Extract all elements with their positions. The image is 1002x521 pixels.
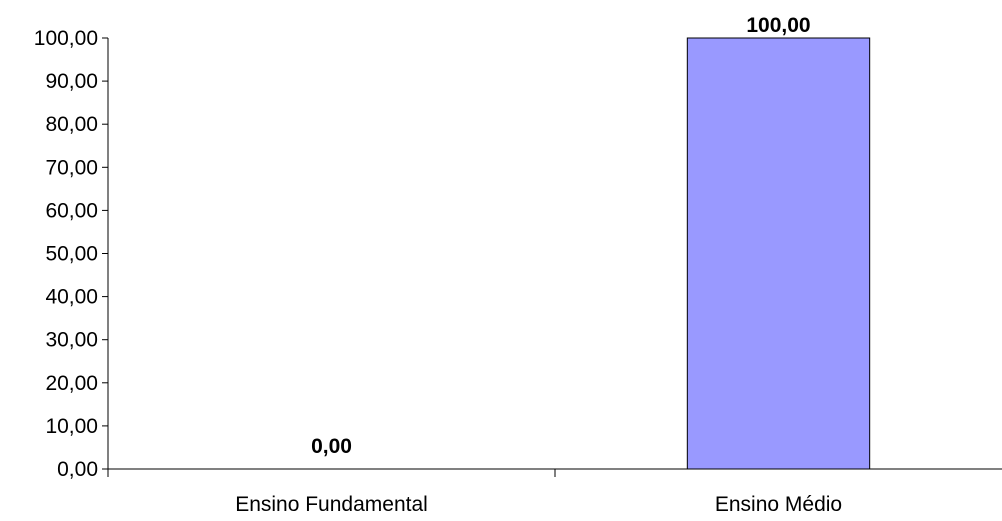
y-tick-label: 10,00 [45,415,98,438]
y-tick-label: 100,00 [34,27,98,50]
y-tick-label: 70,00 [45,156,98,179]
category-label: Ensino Médio [715,493,842,516]
y-tick-label: 0,00 [57,458,98,481]
category-label: Ensino Fundamental [235,493,428,516]
data-label: 100,00 [746,14,810,37]
x-axis: Ensino Fundamental Ensino Médio [108,468,1002,516]
y-tick-label: 90,00 [45,70,98,93]
y-axis: 0,00 10,00 20,00 30,00 40,00 50,00 60,00 70,00 8… [34,27,109,481]
y-tick-label: 20,00 [45,372,98,395]
data-label: 0,00 [311,435,352,458]
data-labels: 0,00 100,00 [311,14,811,458]
bar [686,37,871,470]
y-tick-label: 80,00 [45,113,98,136]
y-tick-label: 60,00 [45,199,98,222]
bars [686,37,871,470]
y-tick-label: 40,00 [45,286,98,309]
y-tick-label: 50,00 [45,243,98,266]
y-tick-label: 30,00 [45,329,98,352]
